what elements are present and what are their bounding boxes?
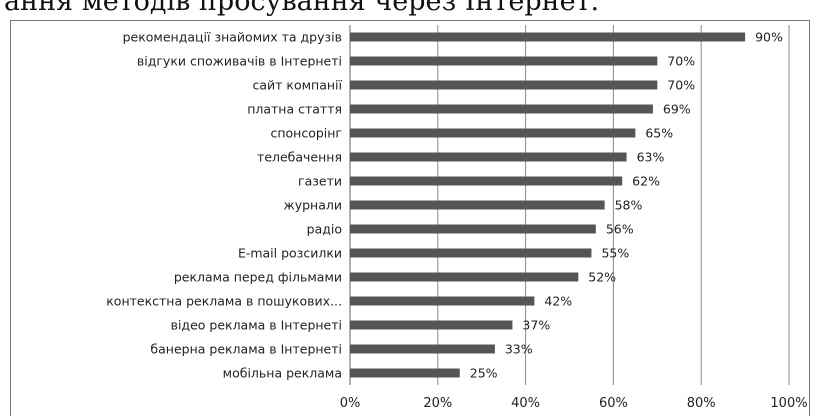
category-label: контекстна реклама в пошукових... <box>106 294 342 309</box>
bar <box>350 104 653 114</box>
bar <box>350 80 658 90</box>
bar <box>350 272 579 282</box>
category-label: реклама перед фільмами <box>174 270 342 285</box>
x-tick-label: 80% <box>687 396 716 411</box>
value-label: 37% <box>522 318 550 333</box>
value-label: 25% <box>470 366 498 381</box>
category-label: відгуки споживачів в Інтернеті <box>137 54 342 69</box>
category-label: телебачення <box>257 150 342 165</box>
value-label: 70% <box>667 54 695 69</box>
bar <box>350 152 627 162</box>
category-label: платна стаття <box>247 102 342 117</box>
value-label: 63% <box>637 150 665 165</box>
bar <box>350 200 605 210</box>
value-label: 65% <box>645 126 673 141</box>
value-label: 33% <box>505 342 533 357</box>
bar <box>350 320 513 330</box>
category-label: E-mail розсилки <box>238 246 342 261</box>
x-tick-label: 40% <box>511 396 540 411</box>
bar <box>350 344 495 354</box>
chart-frame: рекомендації знайомих та друзів 90% відгук… <box>10 20 810 416</box>
value-label: 55% <box>601 246 629 261</box>
value-label: 70% <box>667 78 695 93</box>
x-tick-label: 0% <box>340 396 361 411</box>
category-label: сайт компанії <box>253 78 343 93</box>
bar <box>350 224 596 234</box>
x-tick-label: 100% <box>770 396 807 411</box>
bar <box>350 32 746 42</box>
value-label: 58% <box>615 198 643 213</box>
category-label: відео реклама в Інтернеті <box>171 318 342 333</box>
value-label: 52% <box>588 270 616 285</box>
bar <box>350 248 592 258</box>
category-label: спонсорінг <box>270 126 342 141</box>
category-label: газети <box>298 174 342 189</box>
bar <box>350 368 460 378</box>
bar-chart: рекомендації знайомих та друзів 90% відгук… <box>106 25 808 411</box>
value-label: 62% <box>632 174 660 189</box>
value-label: 42% <box>544 294 572 309</box>
category-label: журнали <box>283 198 342 213</box>
value-label: 56% <box>606 222 634 237</box>
category-label: банерна реклама в Інтернеті <box>150 342 342 357</box>
category-label: радіо <box>307 222 342 237</box>
bar <box>350 296 535 306</box>
bar <box>350 176 623 186</box>
bar <box>350 128 636 138</box>
bar <box>350 56 658 66</box>
caption-text: ання методів просування через Інтернет. <box>4 0 600 17</box>
x-tick-label: 20% <box>423 396 452 411</box>
category-label: рекомендації знайомих та друзів <box>123 30 342 45</box>
x-tick-label: 60% <box>599 396 628 411</box>
category-label: мобільна реклама <box>223 366 342 381</box>
value-label: 69% <box>663 102 691 117</box>
value-label: 90% <box>755 30 783 45</box>
